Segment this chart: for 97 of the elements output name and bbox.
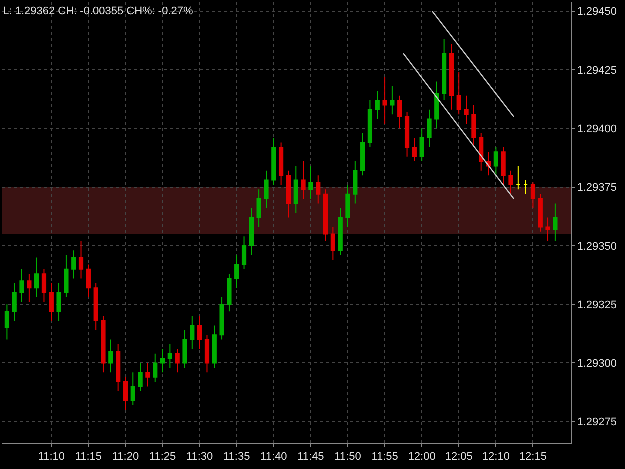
candlestick — [382, 76, 388, 124]
candlestick — [264, 170, 269, 209]
x-tick-label: 11:15 — [75, 451, 102, 464]
candlestick — [308, 166, 314, 200]
candlestick — [338, 208, 343, 256]
candlestick — [86, 264, 91, 298]
candlestick — [316, 175, 321, 204]
candlestick — [301, 161, 306, 200]
candlestick — [56, 282, 62, 322]
candlestick — [198, 316, 202, 350]
x-tick-label: 11:20 — [112, 451, 140, 464]
candlestick — [116, 344, 121, 392]
x-tick-label: 11:50 — [334, 451, 362, 464]
chart-title: L: 1.29362 CH: -0.00355 CH%: -0.27% — [3, 6, 194, 18]
candlestick — [234, 254, 240, 289]
candlestick — [479, 132, 484, 172]
candlestick — [449, 44, 454, 110]
candlestick — [523, 180, 528, 195]
candlestick — [375, 90, 380, 120]
candlestick — [412, 138, 417, 162]
candlestick — [130, 372, 136, 406]
candlestick — [330, 226, 336, 261]
candlestick — [168, 344, 172, 368]
candlestick — [160, 348, 166, 374]
candlestick — [501, 146, 506, 186]
candlestick — [72, 250, 76, 280]
candlestick — [108, 339, 114, 374]
candlestick — [4, 304, 10, 340]
x-tick-label: 11:45 — [298, 451, 324, 464]
y-tick-label: 1.29350 — [577, 240, 617, 253]
x-tick-label: 12:00 — [408, 451, 436, 464]
candlestick — [249, 208, 254, 256]
y-tick-label: 1.29425 — [577, 64, 617, 77]
candlestick — [464, 95, 469, 124]
candlestick — [323, 189, 328, 242]
candlestick — [256, 189, 262, 228]
candlestick — [494, 146, 498, 176]
candlestick — [182, 330, 188, 368]
candlestick — [101, 316, 106, 374]
y-tick-label: 1.29325 — [577, 299, 617, 312]
candlestick — [220, 297, 224, 340]
candlestick — [123, 376, 128, 411]
x-tick-label: 11:30 — [186, 451, 214, 464]
candlestick — [175, 348, 180, 374]
candlestick — [78, 240, 84, 280]
candlestick — [427, 109, 432, 148]
candlestick — [42, 268, 47, 303]
x-tick-label: 11:25 — [149, 451, 176, 464]
candlestick — [294, 166, 298, 214]
x-tick-label: 12:10 — [482, 451, 510, 464]
candlestick — [530, 182, 536, 209]
candlestick — [546, 217, 550, 242]
candlestick — [353, 161, 358, 204]
candlestick — [153, 353, 158, 383]
candlestick — [20, 268, 24, 303]
candlestick — [94, 282, 98, 331]
candlestick — [138, 362, 143, 392]
candlestick — [49, 282, 54, 322]
candlestick — [346, 184, 350, 228]
candlestick — [553, 203, 558, 242]
candlestick — [442, 39, 447, 102]
candlestick — [420, 128, 424, 162]
y-tick-label: 1.29275 — [577, 416, 617, 429]
candlestick — [34, 257, 40, 298]
candlestick — [398, 95, 402, 130]
candlestick — [404, 112, 410, 158]
x-tick-label: 11:35 — [223, 451, 250, 464]
candlestick — [516, 166, 521, 190]
candlestick — [434, 81, 440, 130]
x-tick-label: 11:10 — [38, 451, 66, 464]
y-tick-label: 1.29375 — [577, 182, 617, 194]
candlestick — [390, 86, 395, 116]
candlestick — [227, 274, 232, 312]
candlestick — [508, 170, 514, 195]
candlestick — [242, 236, 247, 270]
candlestick — [27, 274, 32, 303]
candlestick — [360, 132, 366, 176]
x-tick-label: 12:15 — [519, 451, 547, 464]
candlestick — [212, 325, 217, 368]
x-tick-label: 11:55 — [372, 451, 398, 464]
y-tick-label: 1.29400 — [577, 124, 617, 136]
x-tick-label: 11:40 — [260, 451, 288, 464]
candlestick — [538, 194, 543, 232]
y-tick-label: 1.29450 — [577, 6, 617, 18]
candlestick — [472, 104, 476, 148]
candlestick — [368, 100, 373, 148]
candlestick — [64, 254, 69, 298]
candlestick — [278, 142, 284, 186]
candlestick — [272, 138, 276, 186]
candlestick — [12, 282, 17, 322]
candlestick — [286, 170, 292, 218]
x-tick-label: 12:05 — [445, 451, 473, 464]
candlestick — [146, 362, 150, 388]
y-tick-label: 1.29300 — [577, 358, 617, 370]
candlestick — [456, 72, 462, 116]
candlestick — [204, 334, 210, 374]
candlestick — [190, 316, 195, 350]
